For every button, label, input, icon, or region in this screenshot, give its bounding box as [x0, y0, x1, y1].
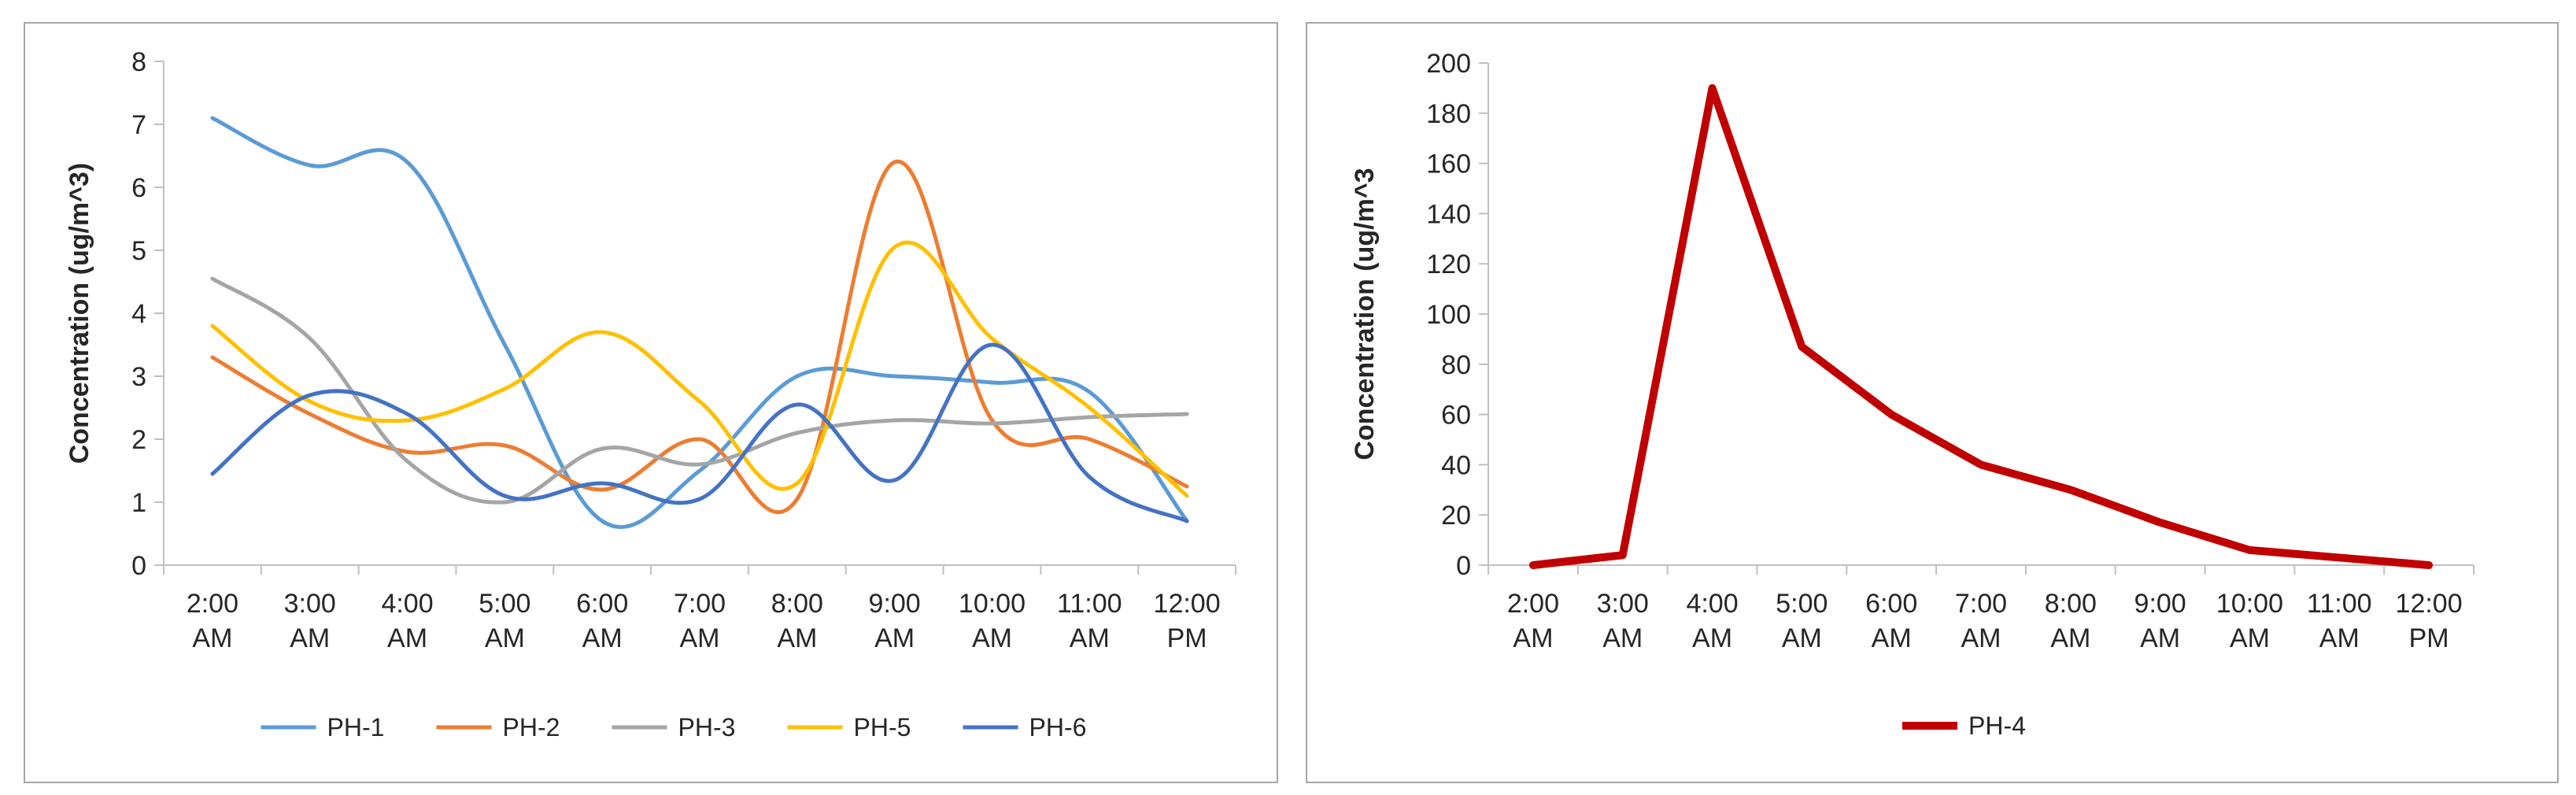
x-tick-label: 7:00	[674, 589, 726, 619]
concentration-chart-ph-multi: 0 1 2 3 4 5 6 7 8 2:00 AM 3:00 AM 4:00 AM 5:00 AM 6:00 AM 7…	[65, 47, 1236, 741]
x-tick-label-period: PM	[1167, 623, 1207, 653]
x-tick-label: 5:00	[1776, 589, 1828, 619]
series-line-ph-4	[1528, 83, 2434, 569]
y-tick-label: 100	[1426, 300, 1471, 330]
x-tick-label-period: AM	[1782, 623, 1822, 653]
y-tick-label: 7	[131, 110, 146, 140]
y-tick-label: 20	[1441, 501, 1471, 531]
y-tick-label: 60	[1441, 401, 1471, 431]
x-tick-label: 4:00	[381, 589, 433, 619]
x-tick-label: 6:00	[576, 589, 628, 619]
y-axis-title: Concentration (ug/m^3)	[65, 163, 94, 464]
x-tick-label-period: AM	[972, 623, 1012, 653]
legend-label-ph-2: PH-2	[503, 713, 560, 741]
x-tick-label: 8:00	[2045, 589, 2097, 619]
y-tick-label: 120	[1426, 250, 1471, 279]
x-tick-label-period: AM	[2230, 623, 2270, 653]
legend-label-ph-5: PH-5	[854, 713, 911, 741]
x-tick-label-period: AM	[387, 623, 427, 653]
y-tick-label: 2	[131, 425, 146, 455]
x-tick-label-period: AM	[777, 623, 817, 653]
x-tick-label: 9:00	[869, 589, 921, 619]
y-tick-label: 5	[131, 236, 146, 266]
y-tick-label: 140	[1426, 199, 1471, 229]
x-tick-label: 12:00	[2396, 589, 2463, 619]
y-tick-label: 8	[131, 47, 146, 77]
y-tick-label: 1	[131, 488, 146, 518]
x-tick-label: 3:00	[284, 589, 336, 619]
y-tick-label: 80	[1441, 350, 1471, 380]
x-tick-label: 11:00	[2307, 589, 2372, 619]
chart-panel-right: 0 20 40 60 80 100 120 140 160 180 200 2:00 AM 3:00 AM 4…	[1306, 22, 2559, 783]
y-tick-label: 4	[131, 299, 146, 329]
x-tick-label-period: AM	[874, 623, 915, 653]
series-line-ph-6	[210, 342, 1189, 523]
x-tick-label: 7:00	[1955, 589, 2007, 619]
chart-panel-left: 0 1 2 3 4 5 6 7 8 2:00 AM 3:00 AM 4:00 AM 5:00 AM 6:00 AM 7…	[24, 22, 1278, 783]
x-tick-label: 9:00	[2134, 589, 2186, 619]
x-tick-label-period: AM	[485, 623, 525, 653]
x-tick-label-period: AM	[2140, 623, 2180, 653]
x-tick-label-period: AM	[290, 623, 330, 653]
series-line-ph-2	[210, 159, 1189, 515]
x-tick-label: 8:00	[771, 589, 823, 619]
x-tick-label: 5:00	[479, 589, 530, 619]
x-tick-label: 11:00	[1057, 589, 1122, 619]
x-tick-label: 2:00	[187, 589, 238, 619]
x-tick-label-period: AM	[2319, 623, 2360, 653]
legend-label-ph-6: PH-6	[1029, 713, 1087, 741]
y-tick-label: 180	[1426, 99, 1471, 129]
x-tick-label: 6:00	[1865, 589, 1917, 619]
y-tick-label: 200	[1426, 49, 1471, 79]
x-tick-label-period: AM	[1692, 623, 1732, 653]
x-tick-label-period: AM	[192, 623, 232, 653]
series-line-ph-1	[210, 116, 1189, 529]
x-tick-label: 2:00	[1507, 589, 1559, 619]
x-tick-label: 10:00	[2216, 589, 2283, 619]
x-tick-label: 3:00	[1597, 589, 1649, 619]
x-tick-label: 4:00	[1686, 589, 1738, 619]
series-line-ph-3	[210, 276, 1189, 505]
y-tick-label: 3	[131, 362, 146, 392]
y-tick-label: 160	[1426, 150, 1471, 179]
y-tick-label: 0	[1456, 551, 1471, 581]
x-tick-label-period: AM	[1961, 623, 2001, 653]
y-axis-title: Concentration (ug/m^3	[1350, 168, 1380, 460]
y-tick-label: 40	[1441, 450, 1471, 480]
x-tick-label-period: PM	[2409, 623, 2449, 653]
x-tick-label-period: AM	[680, 623, 720, 653]
x-tick-label-period: AM	[582, 623, 623, 653]
legend-label-ph-3: PH-3	[678, 713, 736, 741]
y-tick-label: 6	[131, 173, 146, 203]
x-tick-label: 10:00	[959, 589, 1026, 619]
x-tick-label-period: AM	[2050, 623, 2090, 653]
x-tick-label-period: AM	[1070, 623, 1110, 653]
y-tick-label: 0	[131, 551, 146, 581]
x-tick-label-period: AM	[1602, 623, 1643, 653]
x-tick-label-period: AM	[1872, 623, 1912, 653]
legend-label-ph-4: PH-4	[1968, 712, 2026, 740]
legend-label-ph-1: PH-1	[327, 713, 385, 741]
concentration-chart-ph4: 0 20 40 60 80 100 120 140 160 180 200 2:00 AM 3:00 AM 4…	[1350, 49, 2474, 740]
x-tick-label: 12:00	[1154, 589, 1221, 619]
series-line-ph-5	[210, 240, 1189, 498]
x-tick-label-period: AM	[1513, 623, 1553, 653]
